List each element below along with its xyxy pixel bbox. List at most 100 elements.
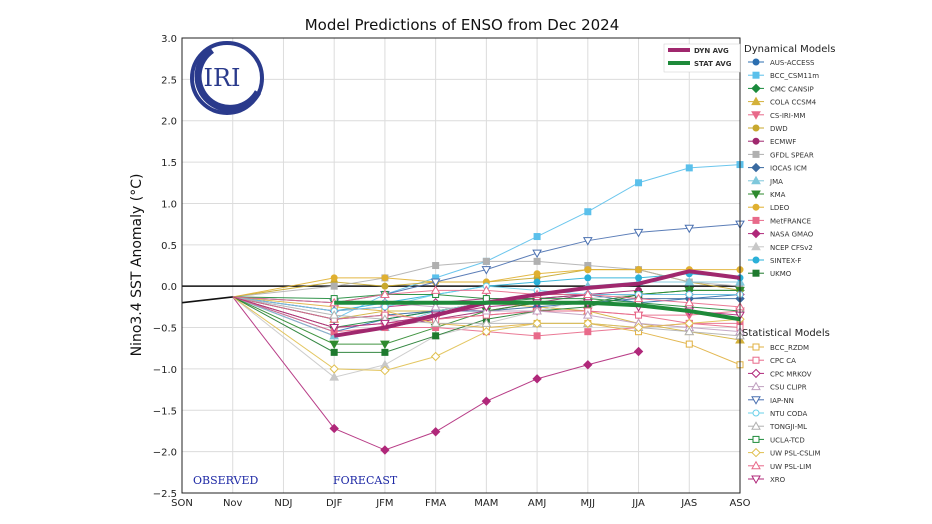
data-point <box>329 423 339 434</box>
legend-label: CMC CANSIP <box>770 85 814 93</box>
legend-label: CPC CA <box>770 357 796 365</box>
legend-label: NTU CODA <box>770 410 808 418</box>
legend-label: MetFRANCE <box>770 217 811 225</box>
data-point <box>430 318 441 327</box>
legend-marker <box>751 421 761 430</box>
data-point <box>684 277 695 286</box>
legend-marker <box>751 381 761 391</box>
data-point <box>584 274 592 282</box>
x-tick-label: ASO <box>729 498 750 509</box>
model-legend: AUS-ACCESS BCC_CSM11m CMC CANSIP COLA CCSM4… <box>748 58 821 485</box>
logo-text: IRI <box>203 64 240 92</box>
legend-label: CPC MRKOV <box>770 370 812 378</box>
legend-marker <box>752 203 760 211</box>
legend-label: UKMO <box>770 270 792 278</box>
legend-marker <box>752 343 760 351</box>
legend-marker <box>751 83 761 94</box>
data-point <box>381 274 389 282</box>
data-point <box>685 290 693 298</box>
legend-label: ECMWF <box>770 138 796 146</box>
data-point <box>380 340 390 350</box>
data-point <box>633 346 644 357</box>
legend-marker <box>751 190 761 200</box>
legend-marker <box>751 228 761 239</box>
y-tick-label: 1.0 <box>161 199 177 210</box>
x-tick-label: JFM <box>375 498 393 509</box>
legend-label: IAP-NN <box>770 397 794 405</box>
y-axis-label: Nino3.4 SST Anomaly (°C) <box>129 174 145 357</box>
legend-label: LDEO <box>770 204 790 212</box>
x-tick-label: MJJ <box>581 498 596 509</box>
legend-marker <box>752 137 760 145</box>
legend-marker <box>752 435 760 443</box>
avg-legend-label: STAT AVG <box>694 60 732 68</box>
data-point <box>430 427 441 437</box>
x-tick-label: JAS <box>680 498 697 509</box>
legend-label: SINTEX-F <box>770 257 801 265</box>
data-point <box>329 364 339 374</box>
legend-marker <box>751 396 761 405</box>
x-tick-label: MAM <box>474 498 498 509</box>
data-point <box>635 274 643 282</box>
legend-label: XRO <box>770 476 786 484</box>
forecast-label: FORECAST <box>333 474 398 487</box>
series-nasa-gmao <box>232 296 644 455</box>
legend-marker <box>752 124 760 132</box>
legend-marker <box>752 58 760 66</box>
data-point <box>633 293 644 303</box>
data-point <box>481 326 492 337</box>
data-point <box>380 319 390 329</box>
average-legend: DYN AVG STAT AVG <box>663 43 741 73</box>
plot-frame <box>181 37 741 494</box>
data-point <box>481 285 492 294</box>
observed-label: OBSERVED <box>193 474 259 487</box>
legend-label: CS-IRI-MM <box>770 112 805 120</box>
data-point <box>684 318 694 329</box>
legend-marker <box>751 368 761 379</box>
data-point <box>380 365 390 376</box>
y-tick-label: 0.0 <box>161 282 177 293</box>
data-point <box>330 282 338 290</box>
y-tick-label: −0.5 <box>153 324 177 335</box>
x-tick-label: NDJ <box>274 498 292 509</box>
data-point <box>635 179 643 187</box>
legend-label: COLA CCSM4 <box>770 99 817 107</box>
data-point <box>582 237 593 246</box>
data-point <box>533 257 541 265</box>
data-point <box>430 285 441 294</box>
series-line <box>232 296 741 337</box>
data-point <box>633 322 644 333</box>
data-point <box>330 348 338 356</box>
data-point <box>532 305 542 315</box>
series-line <box>232 269 740 298</box>
legend-marker <box>752 356 760 364</box>
data-point <box>584 208 592 216</box>
data-point <box>330 274 338 282</box>
data-point <box>533 233 541 241</box>
legend-label: UCLA-TCD <box>770 436 805 444</box>
x-tick-label: FMA <box>425 498 446 509</box>
data-point <box>533 270 541 278</box>
x-tick-label: SON <box>171 498 193 509</box>
data-point <box>684 326 695 336</box>
x-tick-label: DJF <box>326 498 343 509</box>
data-point <box>635 311 643 319</box>
legend-marker <box>751 447 761 458</box>
data-point <box>380 289 390 298</box>
data-point <box>381 303 389 311</box>
series-line <box>232 296 741 372</box>
data-point <box>582 310 593 319</box>
data-point <box>430 278 441 288</box>
data-point <box>329 372 340 381</box>
x-tick-label: Nov <box>223 498 243 509</box>
data-point <box>381 348 389 356</box>
avg-line-dyn-avg <box>333 269 741 338</box>
data-point <box>432 332 440 340</box>
legend-marker <box>751 111 761 120</box>
legend-label: UW PSL-LIM <box>770 463 811 471</box>
legend-label: NCEP CFSv2 <box>770 244 813 252</box>
data-point <box>481 396 492 406</box>
series-ldeo <box>232 266 744 298</box>
legend-label: BCC_RZDM <box>770 344 809 352</box>
legend-marker <box>752 216 760 224</box>
